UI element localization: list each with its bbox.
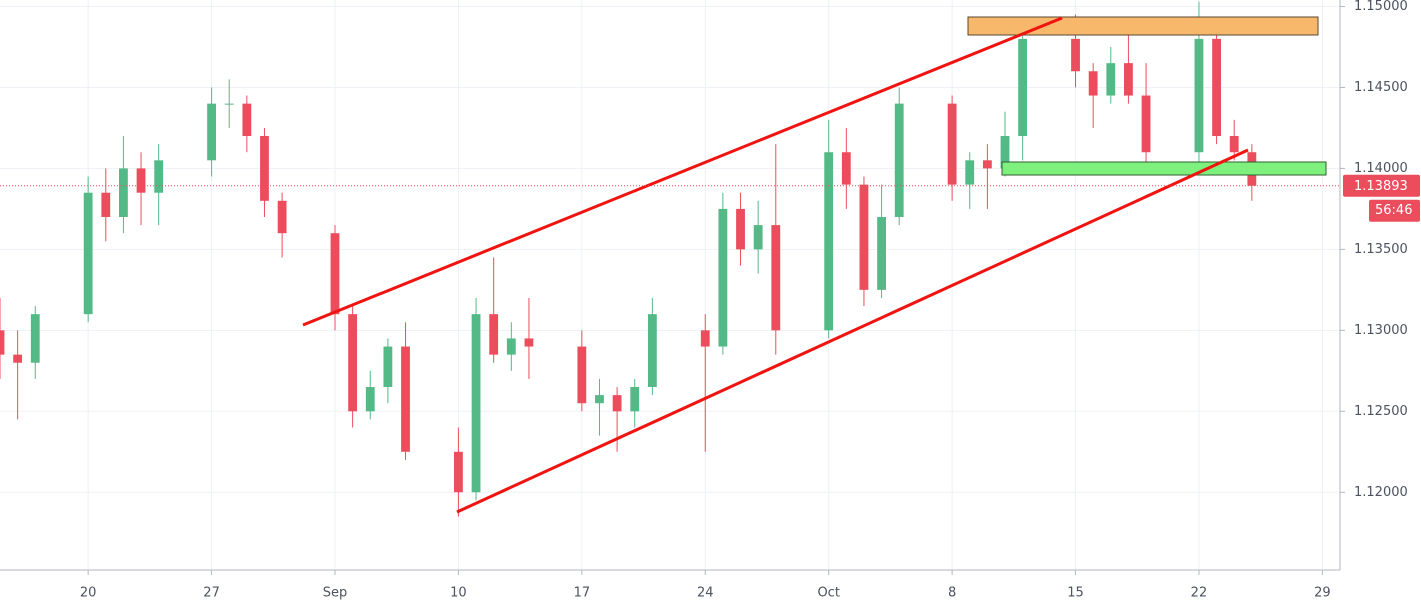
candle-body: [965, 160, 975, 185]
x-tick-label: 20: [80, 586, 97, 601]
channel-upper-line: [302, 16, 1063, 327]
last-price-label: 1.13893: [1354, 179, 1408, 194]
candle-body: [489, 314, 499, 355]
x-tick-label: Sep: [323, 586, 348, 601]
candle-body: [83, 192, 93, 315]
candle-body: [242, 103, 252, 137]
resistance-zone: [967, 16, 1319, 36]
x-tick-label: 17: [574, 586, 591, 601]
candle-body: [824, 152, 834, 331]
candle-body: [877, 216, 886, 290]
candle-body: [1000, 136, 1010, 169]
candle-body: [1229, 136, 1239, 153]
candle-body: [841, 152, 851, 185]
candle-body: [1212, 38, 1221, 137]
x-tick-label: 15: [1067, 586, 1084, 601]
candle-body: [700, 330, 710, 347]
candle-body: [401, 346, 410, 452]
candle-body: [1141, 95, 1151, 153]
y-tick-label: 1.13500: [1354, 242, 1408, 257]
candle-body: [736, 208, 745, 250]
countdown-box: [1369, 199, 1420, 222]
x-tick-label: 10: [450, 586, 467, 601]
x-tick-label: 29: [1314, 586, 1331, 601]
channel-lower-line: [456, 148, 1249, 514]
candle-body: [348, 314, 358, 412]
candle-body: [454, 451, 463, 493]
candle-body: [0, 330, 5, 355]
candle-body: [753, 225, 763, 250]
candle-body: [718, 208, 728, 347]
candle-body: [506, 338, 516, 355]
candle-body: [577, 346, 587, 404]
candle-body: [524, 338, 534, 347]
x-tick-label: 8: [948, 586, 956, 601]
candle-body: [330, 233, 340, 315]
x-tick-label: Oct: [817, 586, 839, 601]
candle-body: [595, 395, 604, 404]
candle-body: [859, 184, 869, 290]
y-tick-label: 1.12500: [1354, 404, 1408, 419]
candle-body: [647, 314, 657, 388]
x-tick-label: 22: [1191, 586, 1208, 601]
candle-body: [471, 314, 481, 493]
candle-body: [383, 346, 393, 388]
last-price-box: [1343, 174, 1420, 197]
candle-body: [982, 160, 992, 169]
candle-body: [207, 103, 216, 161]
drawings: [302, 16, 1327, 514]
y-tick-label: 1.12000: [1354, 485, 1408, 500]
candle-body: [13, 354, 23, 363]
candle-body: [1124, 63, 1133, 96]
candle-body: [1018, 38, 1028, 137]
x-tick-label: 27: [203, 586, 220, 601]
candle-body: [1071, 38, 1080, 72]
candle-body: [224, 103, 234, 105]
candle-body: [30, 314, 40, 363]
countdown-label: 56:46: [1375, 203, 1412, 218]
candle-body: [1106, 63, 1116, 96]
candle-body: [365, 387, 375, 412]
candle-body: [154, 160, 164, 193]
y-tick-label: 1.14500: [1354, 80, 1408, 95]
candle-body: [136, 168, 146, 193]
y-tick-label: 1.15000: [1354, 0, 1408, 14]
candle-body: [894, 103, 904, 217]
candle-body: [101, 192, 111, 217]
candle-body: [630, 387, 640, 412]
candle-body: [771, 225, 781, 331]
candle-body: [119, 168, 128, 217]
candle-body: [612, 395, 622, 412]
candles: [0, 1, 1257, 517]
candle-body: [1088, 71, 1098, 96]
candle-body: [260, 136, 269, 201]
y-tick-label: 1.14000: [1354, 161, 1408, 176]
candle-body: [1194, 38, 1204, 153]
y-tick-label: 1.13000: [1354, 323, 1408, 338]
candle-body: [947, 103, 957, 185]
x-tick-label: 24: [697, 586, 714, 601]
candle-body: [277, 200, 287, 234]
grid: [0, 0, 1340, 570]
support-zone: [1001, 161, 1327, 176]
